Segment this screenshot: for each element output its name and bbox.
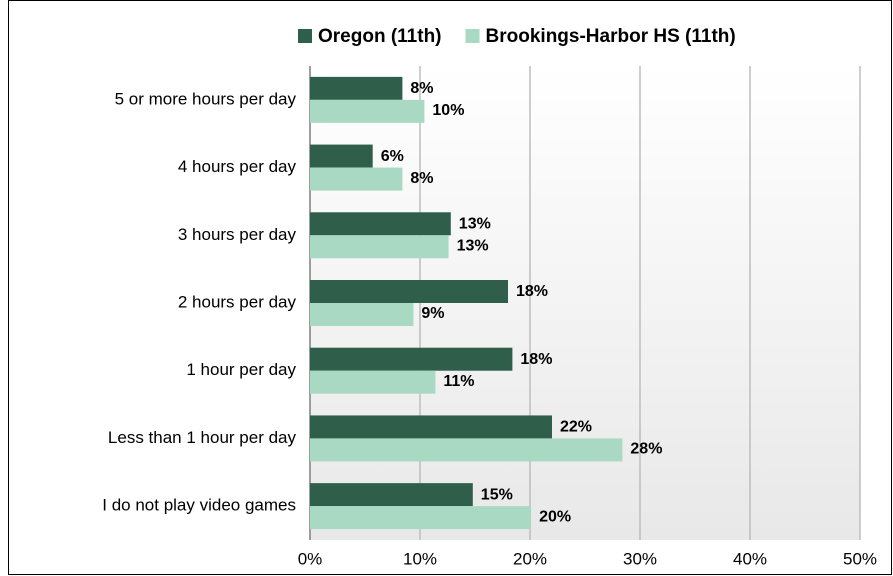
x-tick-label: 0% xyxy=(298,549,323,568)
data-label: 13% xyxy=(459,216,491,233)
y-tick-label: 2 hours per day xyxy=(178,292,297,311)
y-tick-label: Less than 1 hour per day xyxy=(108,428,297,447)
data-label: 6% xyxy=(381,148,404,165)
x-tick-label: 40% xyxy=(733,549,767,568)
x-tick-label: 20% xyxy=(513,549,547,568)
bar xyxy=(310,415,552,439)
data-label: 22% xyxy=(560,419,592,436)
legend-swatch xyxy=(465,29,480,43)
bar xyxy=(310,370,436,394)
data-label: 28% xyxy=(630,441,662,458)
data-label: 15% xyxy=(481,486,513,503)
y-tick-label: 4 hours per day xyxy=(178,157,297,176)
data-label: 13% xyxy=(457,238,489,255)
data-label: 18% xyxy=(516,283,548,300)
x-tick-label: 50% xyxy=(843,549,877,568)
y-tick-label: 5 or more hours per day xyxy=(115,89,297,108)
legend-swatch xyxy=(298,29,312,43)
x-tick-label: 30% xyxy=(623,549,657,568)
bar xyxy=(310,167,403,191)
y-tick-label: 1 hour per day xyxy=(186,360,296,379)
data-label: 8% xyxy=(410,80,433,97)
bar xyxy=(310,506,532,530)
bar xyxy=(310,303,414,326)
bar xyxy=(310,347,513,371)
legend-label: Oregon (11th) xyxy=(318,26,442,47)
data-label: 10% xyxy=(432,102,464,119)
y-tick-label: 3 hours per day xyxy=(178,225,297,244)
bar xyxy=(310,144,373,168)
bar xyxy=(310,76,403,100)
bar xyxy=(310,235,449,259)
data-label: 9% xyxy=(421,305,444,322)
legend-label: Brookings-Harbor HS (11th) xyxy=(486,26,736,47)
y-tick-label: I do not play video games xyxy=(102,496,296,515)
data-label: 8% xyxy=(410,170,433,187)
data-label: 11% xyxy=(443,373,474,390)
bar xyxy=(310,280,508,303)
x-tick-label: 10% xyxy=(403,549,437,568)
data-label: 18% xyxy=(520,351,552,368)
bar xyxy=(310,438,623,462)
bar xyxy=(310,483,473,507)
bar xyxy=(310,212,451,236)
bar xyxy=(310,99,425,123)
data-label: 20% xyxy=(539,508,571,525)
